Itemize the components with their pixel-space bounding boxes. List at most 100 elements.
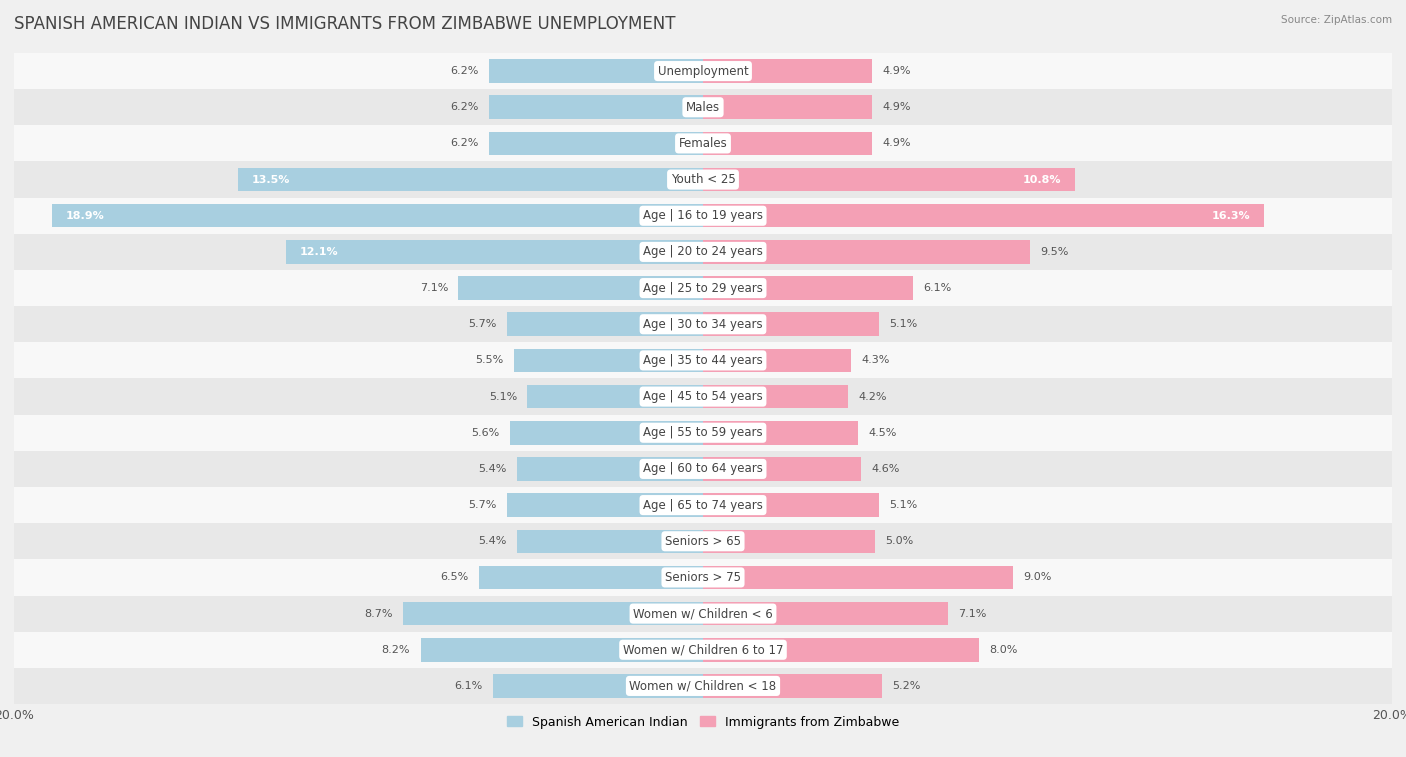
Bar <box>420 638 703 662</box>
Text: Age | 35 to 44 years: Age | 35 to 44 years <box>643 354 763 367</box>
Bar <box>238 168 703 192</box>
Bar <box>703 95 872 119</box>
Bar <box>14 451 1392 487</box>
Text: 12.1%: 12.1% <box>299 247 339 257</box>
Bar <box>703 240 1031 263</box>
Bar <box>510 421 703 444</box>
Text: SPANISH AMERICAN INDIAN VS IMMIGRANTS FROM ZIMBABWE UNEMPLOYMENT: SPANISH AMERICAN INDIAN VS IMMIGRANTS FR… <box>14 15 675 33</box>
Text: Males: Males <box>686 101 720 114</box>
Text: 7.1%: 7.1% <box>420 283 449 293</box>
Text: 18.9%: 18.9% <box>66 210 104 221</box>
Text: 5.7%: 5.7% <box>468 319 496 329</box>
Text: 4.9%: 4.9% <box>882 139 911 148</box>
Bar <box>494 674 703 698</box>
Text: Seniors > 75: Seniors > 75 <box>665 571 741 584</box>
Bar <box>14 342 1392 378</box>
Text: Women w/ Children < 18: Women w/ Children < 18 <box>630 680 776 693</box>
Bar <box>14 378 1392 415</box>
Text: Unemployment: Unemployment <box>658 64 748 77</box>
Text: 6.2%: 6.2% <box>451 102 479 112</box>
Bar <box>14 631 1392 668</box>
Bar <box>703 565 1012 589</box>
Text: 4.9%: 4.9% <box>882 66 911 76</box>
Text: Women w/ Children < 6: Women w/ Children < 6 <box>633 607 773 620</box>
Text: Age | 45 to 54 years: Age | 45 to 54 years <box>643 390 763 403</box>
Text: 5.0%: 5.0% <box>886 536 914 547</box>
Text: Seniors > 65: Seniors > 65 <box>665 534 741 548</box>
Text: Youth < 25: Youth < 25 <box>671 173 735 186</box>
Bar <box>517 529 703 553</box>
Bar <box>14 198 1392 234</box>
Text: Age | 55 to 59 years: Age | 55 to 59 years <box>643 426 763 439</box>
Bar <box>404 602 703 625</box>
Bar <box>703 674 882 698</box>
Text: Age | 65 to 74 years: Age | 65 to 74 years <box>643 499 763 512</box>
Bar <box>703 457 862 481</box>
Bar <box>14 668 1392 704</box>
Text: Age | 30 to 34 years: Age | 30 to 34 years <box>643 318 763 331</box>
Text: Age | 60 to 64 years: Age | 60 to 64 years <box>643 463 763 475</box>
Text: 5.6%: 5.6% <box>471 428 499 438</box>
Bar <box>703 529 875 553</box>
Bar <box>14 89 1392 126</box>
Text: Age | 16 to 19 years: Age | 16 to 19 years <box>643 209 763 223</box>
Bar <box>14 487 1392 523</box>
Bar <box>287 240 703 263</box>
Text: 5.1%: 5.1% <box>889 500 917 510</box>
Legend: Spanish American Indian, Immigrants from Zimbabwe: Spanish American Indian, Immigrants from… <box>502 711 904 734</box>
Bar <box>489 95 703 119</box>
Text: 5.2%: 5.2% <box>893 681 921 691</box>
Bar <box>703 204 1264 228</box>
Text: 16.3%: 16.3% <box>1212 210 1251 221</box>
Text: 5.7%: 5.7% <box>468 500 496 510</box>
Text: Age | 20 to 24 years: Age | 20 to 24 years <box>643 245 763 258</box>
Bar <box>14 126 1392 161</box>
Text: Source: ZipAtlas.com: Source: ZipAtlas.com <box>1281 15 1392 25</box>
Text: 5.5%: 5.5% <box>475 356 503 366</box>
Text: 4.5%: 4.5% <box>869 428 897 438</box>
Bar <box>14 53 1392 89</box>
Bar <box>489 132 703 155</box>
Bar <box>703 385 848 408</box>
Bar <box>703 59 872 83</box>
Bar <box>506 494 703 517</box>
Bar <box>703 132 872 155</box>
Text: 4.2%: 4.2% <box>858 391 887 401</box>
Bar <box>489 59 703 83</box>
Text: 6.5%: 6.5% <box>440 572 468 582</box>
Bar <box>506 313 703 336</box>
Text: 5.4%: 5.4% <box>478 536 506 547</box>
Bar <box>14 523 1392 559</box>
Text: 4.9%: 4.9% <box>882 102 911 112</box>
Bar <box>703 349 851 372</box>
Text: 4.6%: 4.6% <box>872 464 900 474</box>
Text: 7.1%: 7.1% <box>957 609 986 618</box>
Text: Women w/ Children 6 to 17: Women w/ Children 6 to 17 <box>623 643 783 656</box>
Text: 13.5%: 13.5% <box>252 175 290 185</box>
Text: 8.7%: 8.7% <box>364 609 392 618</box>
Text: 6.1%: 6.1% <box>454 681 482 691</box>
Text: Age | 25 to 29 years: Age | 25 to 29 years <box>643 282 763 294</box>
Bar <box>458 276 703 300</box>
Bar <box>703 638 979 662</box>
Text: 5.4%: 5.4% <box>478 464 506 474</box>
Bar <box>517 457 703 481</box>
Text: 5.1%: 5.1% <box>489 391 517 401</box>
Text: Females: Females <box>679 137 727 150</box>
Bar <box>14 306 1392 342</box>
Bar <box>703 602 948 625</box>
Bar <box>703 494 879 517</box>
Text: 5.1%: 5.1% <box>889 319 917 329</box>
Text: 6.1%: 6.1% <box>924 283 952 293</box>
Bar <box>14 270 1392 306</box>
Bar <box>703 313 879 336</box>
Bar <box>14 161 1392 198</box>
Bar <box>703 421 858 444</box>
Bar <box>703 168 1076 192</box>
Text: 10.8%: 10.8% <box>1022 175 1062 185</box>
Text: 9.0%: 9.0% <box>1024 572 1052 582</box>
Text: 8.0%: 8.0% <box>988 645 1018 655</box>
Bar <box>479 565 703 589</box>
Bar <box>513 349 703 372</box>
Bar <box>14 234 1392 270</box>
